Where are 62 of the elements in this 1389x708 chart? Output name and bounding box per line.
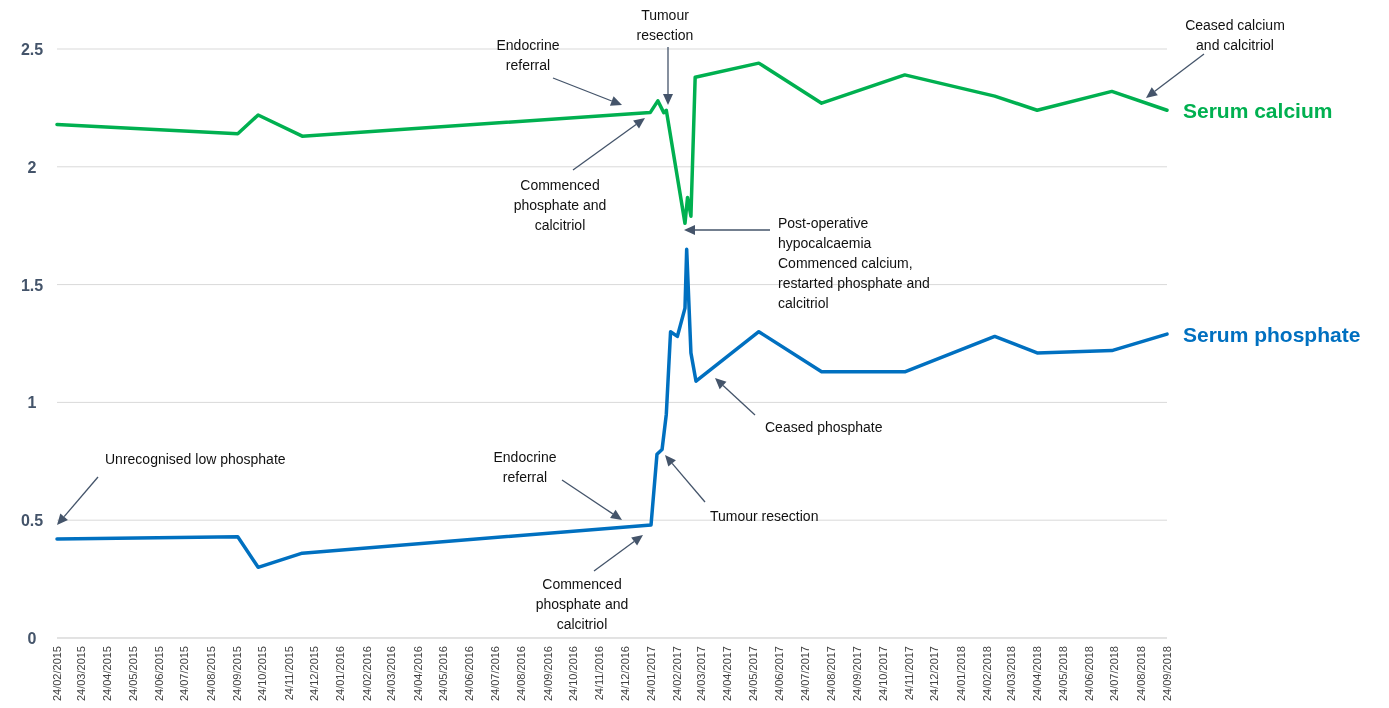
x-tick-label: 24/04/2015 bbox=[101, 646, 114, 702]
annotation: Unrecognised low phosphate bbox=[105, 451, 286, 467]
x-tick-label: 24/05/2015 bbox=[126, 646, 139, 702]
x-tick-label: 24/01/2016 bbox=[334, 646, 347, 702]
x-tick-label: 24/07/2015 bbox=[178, 646, 191, 702]
annotation: Post-operative hypocalcaemia Commenced calcium, restarted phosphate and calcitriol bbox=[778, 215, 930, 311]
y-tick-label: 1 bbox=[27, 394, 37, 412]
x-tick-label: 24/10/2015 bbox=[256, 646, 269, 702]
x-tick-label: 24/05/2018 bbox=[1056, 646, 1069, 702]
series-label: Serum phosphate bbox=[1183, 323, 1361, 347]
annotation: Endocrine referral bbox=[496, 37, 560, 73]
x-tick-label: 24/05/2017 bbox=[746, 646, 759, 702]
x-tick-label: 24/07/2018 bbox=[1108, 646, 1121, 702]
x-tick-label: 24/06/2017 bbox=[773, 646, 786, 702]
x-tick-label: 24/08/2018 bbox=[1134, 646, 1147, 702]
x-tick-label: 24/08/2016 bbox=[515, 646, 528, 702]
x-tick-label: 24/11/2017 bbox=[903, 646, 916, 701]
x-tick-label: 24/02/2015 bbox=[51, 646, 63, 702]
x-tick-label: 24/04/2018 bbox=[1031, 646, 1044, 702]
x-tick-label: 24/12/2015 bbox=[308, 646, 321, 702]
y-tick-label: 0.5 bbox=[20, 512, 44, 530]
x-tick-label: 24/07/2016 bbox=[488, 646, 501, 702]
x-tick-label: 24/09/2017 bbox=[851, 646, 864, 702]
annotation: Endocrine referral bbox=[493, 449, 557, 485]
x-tick-label: 24/05/2016 bbox=[437, 646, 450, 702]
x-tick-label: 24/11/2015 bbox=[282, 646, 295, 701]
x-tick-label: 24/03/2015 bbox=[74, 646, 87, 702]
x-tick-label: 24/06/2016 bbox=[463, 646, 476, 702]
x-tick-label: 24/09/2018 bbox=[1161, 646, 1173, 702]
x-tick-label: 24/12/2017 bbox=[928, 646, 941, 702]
annotation: Ceased phosphate bbox=[765, 419, 883, 435]
x-tick-label: 24/09/2015 bbox=[230, 646, 243, 702]
x-tick-label: 24/02/2016 bbox=[360, 646, 373, 702]
x-tick-label: 24/01/2018 bbox=[954, 646, 967, 702]
annotation: Commenced phosphate and calcitriol bbox=[513, 177, 607, 233]
y-tick-label: 1.5 bbox=[20, 276, 44, 294]
y-tick-label: 0 bbox=[27, 630, 37, 647]
x-tick-label: 24/03/2017 bbox=[695, 646, 708, 702]
x-tick-label: 24/12/2016 bbox=[618, 646, 631, 702]
x-tick-label: 24/08/2015 bbox=[204, 646, 217, 702]
x-tick-label: 24/03/2018 bbox=[1004, 646, 1017, 702]
x-tick-label: 24/08/2017 bbox=[824, 646, 837, 702]
x-tick-label: 24/01/2017 bbox=[645, 646, 658, 702]
x-tick-label: 24/10/2016 bbox=[566, 646, 579, 702]
x-tick-label: 24/06/2018 bbox=[1082, 646, 1095, 702]
y-tick-label: 2 bbox=[27, 158, 37, 176]
x-tick-label: 24/02/2018 bbox=[981, 646, 994, 702]
x-tick-label: 24/03/2016 bbox=[385, 646, 398, 702]
x-tick-label: 24/07/2017 bbox=[798, 646, 811, 702]
x-tick-label: 24/06/2015 bbox=[152, 646, 165, 702]
x-tick-label: 24/04/2017 bbox=[721, 646, 734, 702]
text: Ceased calcium and calcitriol bbox=[1185, 17, 1285, 53]
x-tick-label: 24/10/2017 bbox=[876, 646, 889, 702]
x-tick-label: 24/11/2016 bbox=[593, 646, 606, 701]
x-tick-label: 24/09/2016 bbox=[541, 646, 554, 702]
y-tick-label: 2.5 bbox=[20, 41, 44, 58]
series-label: Serum calcium bbox=[1183, 99, 1333, 123]
x-tick-label: 24/02/2017 bbox=[671, 646, 684, 702]
x-tick-label: 24/04/2016 bbox=[411, 646, 424, 702]
annotation: Commenced phosphate and calcitriol bbox=[535, 576, 629, 632]
annotation: Tumour resection bbox=[710, 508, 819, 524]
text: Tumour resection bbox=[636, 7, 694, 43]
